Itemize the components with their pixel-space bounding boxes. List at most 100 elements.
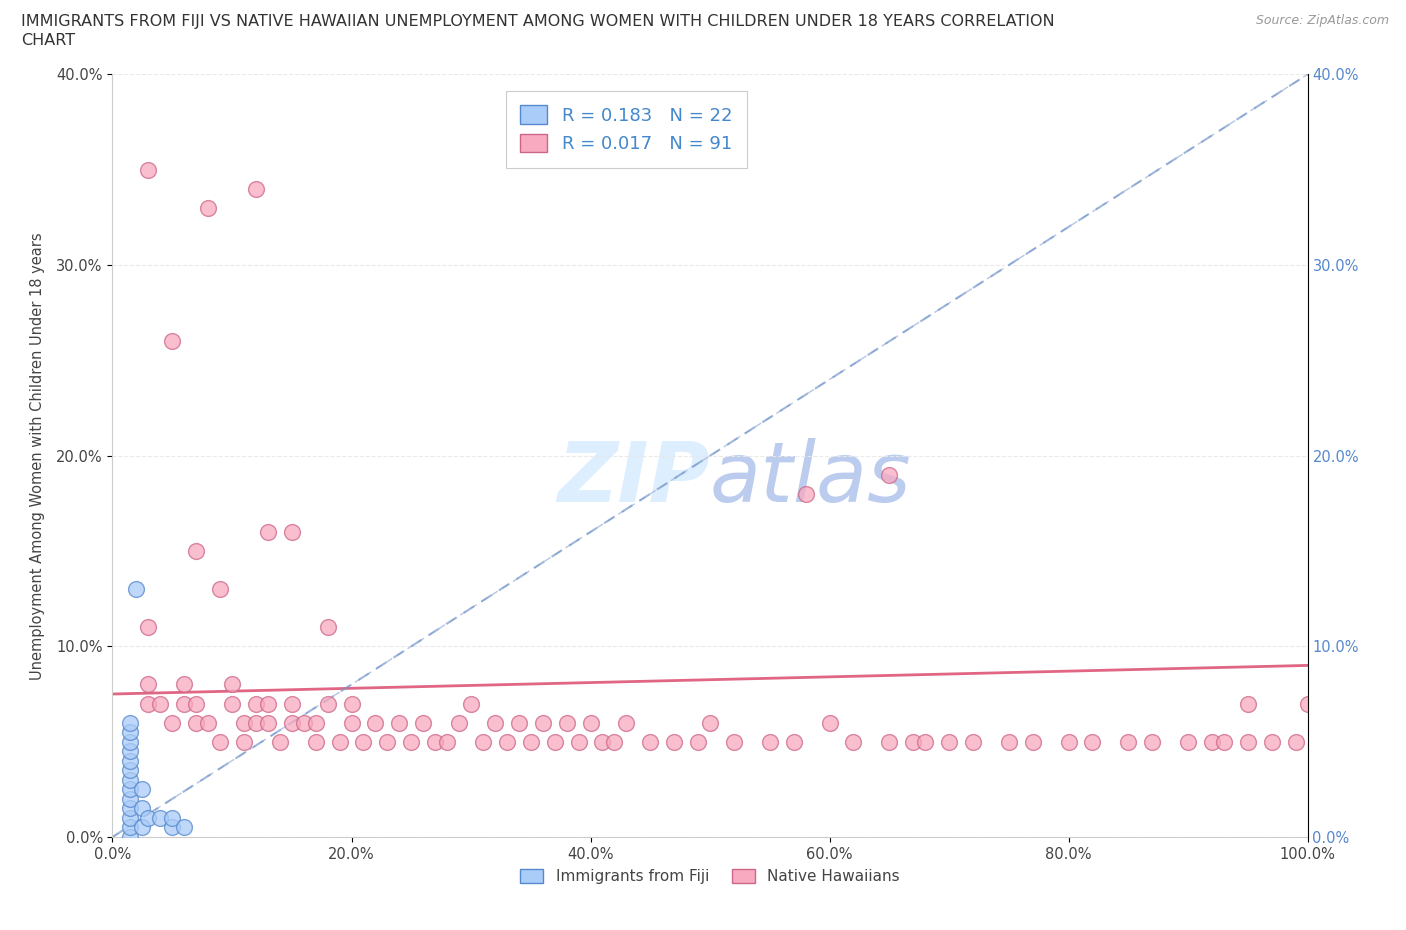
Point <box>120 791 142 806</box>
Point <box>162 715 183 730</box>
Point <box>412 715 434 730</box>
Point <box>281 715 304 730</box>
Point <box>496 735 519 750</box>
Point <box>197 715 219 730</box>
Point <box>316 620 339 635</box>
Point <box>120 772 142 787</box>
Point <box>120 830 142 844</box>
Point <box>209 582 232 597</box>
Point <box>1081 735 1104 750</box>
Point <box>186 715 208 730</box>
Point <box>120 820 142 835</box>
Point <box>914 735 936 750</box>
Point <box>120 811 142 826</box>
Point <box>568 735 591 750</box>
Point <box>173 820 195 835</box>
Point <box>1296 696 1319 711</box>
Point <box>138 677 160 692</box>
Point <box>173 677 195 692</box>
Point <box>221 696 243 711</box>
Point <box>120 724 142 739</box>
Text: ZIP: ZIP <box>557 438 710 519</box>
Point <box>131 782 153 797</box>
Point <box>340 715 363 730</box>
Point <box>688 735 710 750</box>
Point <box>281 525 304 539</box>
Point <box>245 696 267 711</box>
Point <box>257 696 280 711</box>
Point <box>305 715 328 730</box>
Point <box>520 735 543 750</box>
Point <box>120 715 142 730</box>
Point <box>120 744 142 759</box>
Point <box>531 715 554 730</box>
Point <box>316 696 339 711</box>
Point <box>723 735 745 750</box>
Point <box>1177 735 1199 750</box>
Point <box>903 735 925 750</box>
Point <box>388 715 411 730</box>
Point <box>543 735 565 750</box>
Point <box>340 696 363 711</box>
Point <box>1285 735 1308 750</box>
Point <box>1213 735 1236 750</box>
Point <box>699 715 721 730</box>
Point <box>579 715 602 730</box>
Point <box>364 715 387 730</box>
Point <box>162 811 183 826</box>
Point <box>120 735 142 750</box>
Point <box>138 696 160 711</box>
Point <box>879 735 901 750</box>
Point <box>125 582 148 597</box>
Point <box>120 782 142 797</box>
Point <box>783 735 806 750</box>
Point <box>138 162 160 177</box>
Point <box>292 715 315 730</box>
Point <box>186 696 208 711</box>
Point <box>592 735 614 750</box>
Point <box>401 735 423 750</box>
Point <box>603 735 626 750</box>
Point <box>879 467 901 482</box>
Point <box>1022 735 1045 750</box>
Point <box>245 181 267 196</box>
Point <box>245 715 267 730</box>
Point <box>329 735 352 750</box>
Point <box>197 200 219 215</box>
Point <box>425 735 447 750</box>
Point <box>818 715 841 730</box>
Point <box>173 696 195 711</box>
Point <box>555 715 578 730</box>
Point <box>186 543 208 558</box>
Point <box>305 735 328 750</box>
Point <box>1201 735 1223 750</box>
Point <box>484 715 506 730</box>
Point <box>162 334 183 349</box>
Point <box>353 735 375 750</box>
Point <box>149 811 172 826</box>
Text: IMMIGRANTS FROM FIJI VS NATIVE HAWAIIAN UNEMPLOYMENT AMONG WOMEN WITH CHILDREN U: IMMIGRANTS FROM FIJI VS NATIVE HAWAIIAN … <box>21 14 1054 29</box>
Point <box>759 735 782 750</box>
Point <box>640 735 662 750</box>
Point <box>1261 735 1284 750</box>
Point <box>209 735 232 750</box>
Point <box>120 753 142 768</box>
Point <box>1237 696 1260 711</box>
Point <box>120 763 142 777</box>
Y-axis label: Unemployment Among Women with Children Under 18 years: Unemployment Among Women with Children U… <box>30 232 45 680</box>
Point <box>449 715 471 730</box>
Point <box>120 801 142 816</box>
Point <box>794 486 817 501</box>
Point <box>472 735 495 750</box>
Point <box>131 820 153 835</box>
Point <box>257 525 280 539</box>
Point <box>281 696 304 711</box>
Point <box>221 677 243 692</box>
Point <box>962 735 984 750</box>
Text: Source: ZipAtlas.com: Source: ZipAtlas.com <box>1256 14 1389 27</box>
Text: CHART: CHART <box>21 33 75 47</box>
Point <box>377 735 399 750</box>
Point <box>257 715 280 730</box>
Point <box>842 735 865 750</box>
Point <box>138 620 160 635</box>
